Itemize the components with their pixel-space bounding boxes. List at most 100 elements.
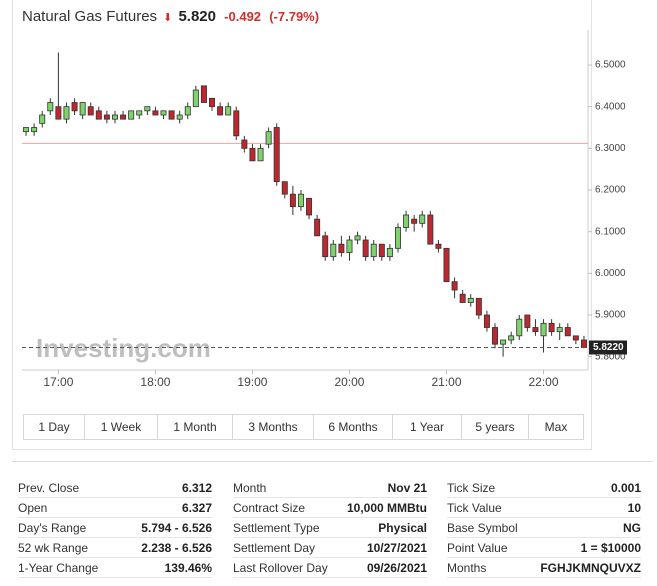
price-change: -0.492 [224,9,262,24]
table-row: Point Value 1 = $10000 [447,538,641,558]
chart-frame [12,0,592,450]
field-label: Contract Size [233,501,306,515]
candle-body [346,239,353,253]
table-row: Prev. Close 6.312 [18,478,212,498]
candle-body [63,106,70,120]
x-tick-label: 21:00 [431,375,461,389]
candle-body [160,110,167,116]
y-tick-label: 5.9000 [595,310,626,321]
table-row: Tick Size 0.001 [447,478,641,498]
candle-body [257,147,264,162]
x-tick-label: 17:00 [43,375,73,389]
field-value: 2.238 - 6.526 [141,541,212,555]
candle-body [217,106,224,116]
range-button[interactable]: 1 Week [85,415,158,439]
field-label: Month [233,481,267,495]
field-value: 6.327 [181,501,212,515]
candle-body [225,106,232,116]
candle-body [31,127,38,133]
candle-body [540,322,547,337]
field-value: FGHJKMNQUVXZ [540,561,641,575]
table-row: Base Symbol NG [447,518,641,538]
candle-body [532,327,539,333]
table-row: Settlement Type Physical [233,518,427,538]
field-value: 6.312 [181,481,212,495]
candle-body [451,281,458,291]
field-value: 1 = $10000 [580,541,641,555]
x-tick-label: 20:00 [334,375,364,389]
candle-body [403,214,410,228]
candle-body [548,322,555,333]
candle-body [71,102,78,112]
range-button[interactable]: 6 Months [314,415,393,439]
field-label: Point Value [447,541,508,555]
range-button[interactable]: 5 years [462,415,529,439]
header: Natural Gas Futures ⬇ 5.820 -0.492 (-7.79… [22,8,319,25]
candle-body [564,327,571,337]
field-value: 10,000 MMBtu [346,501,427,515]
range-button[interactable]: 3 Months [233,415,314,439]
y-tick-label: 6.3000 [595,143,626,154]
field-label: Months [447,561,487,575]
field-label: Open [18,501,48,515]
down-arrow: ⬇ [163,12,173,24]
candle-body [128,110,135,120]
table-row: Open 6.327 [18,498,212,518]
candle-body [492,327,499,345]
field-label: 52 wk Range [18,541,89,555]
field-label: Day's Range [18,521,87,535]
candle-body [176,114,183,120]
candle-body [419,214,426,224]
candle-body [443,247,450,283]
table-row: Day's Range 5.794 - 6.526 [18,518,212,538]
candle-body [411,218,418,224]
candle-body [467,297,474,303]
last-price-label: 5.8220 [593,342,624,353]
field-value: Physical [378,521,427,535]
candle-body [516,318,523,337]
field-label: Settlement Day [233,541,316,555]
candle-body [580,339,587,348]
table-row: Tick Value 10 [447,498,641,518]
y-tick-label: 6.0000 [595,268,626,279]
field-label: 1-Year Change [18,561,99,575]
table-row: 52 wk Range 2.238 - 6.526 [18,538,212,558]
y-tick-label: 6.5000 [595,60,626,71]
candle-body [184,106,191,116]
table-row: Months FGHJKMNQUVXZ [447,558,641,578]
candle-body [483,314,490,328]
field-value: 0.001 [610,481,641,495]
candle-body [330,243,337,258]
candle-body [265,131,272,145]
range-button[interactable]: 1 Month [158,415,233,439]
candle-body [500,339,507,345]
table-row: Settlement Day 10/27/2021 [233,538,427,558]
candle-body [281,181,288,195]
field-value: 139.46% [164,561,212,575]
field-value: 10/27/2021 [366,541,427,555]
candle-body [427,214,434,245]
instrument-title: Natural Gas Futures [22,8,158,25]
candle-body [168,110,175,120]
candle-body [378,243,385,258]
last-price-box [589,340,627,355]
field-value: NG [623,521,641,535]
field-label: Tick Size [447,481,496,495]
candle-body [314,218,321,237]
candle-body [556,327,563,333]
candle-body [354,235,361,241]
candle-body [233,110,240,137]
range-button[interactable]: Max [544,420,568,434]
table-row: Last Rollover Day 09/26/2021 [233,558,427,578]
range-buttons: 1 Day 1 Week 1 Month 3 Months 6 Months 1 Year… [23,414,584,440]
field-label: Prev. Close [18,481,80,495]
range-button[interactable]: 1 Day [24,415,85,439]
y-tick-label: 6.4000 [595,101,626,112]
candle-body [192,89,199,108]
field-label: Settlement Type [233,521,320,535]
candle-body [459,293,466,303]
candle-body [249,147,256,162]
candle-body [103,114,110,120]
range-button[interactable]: 1 Year [393,415,462,439]
